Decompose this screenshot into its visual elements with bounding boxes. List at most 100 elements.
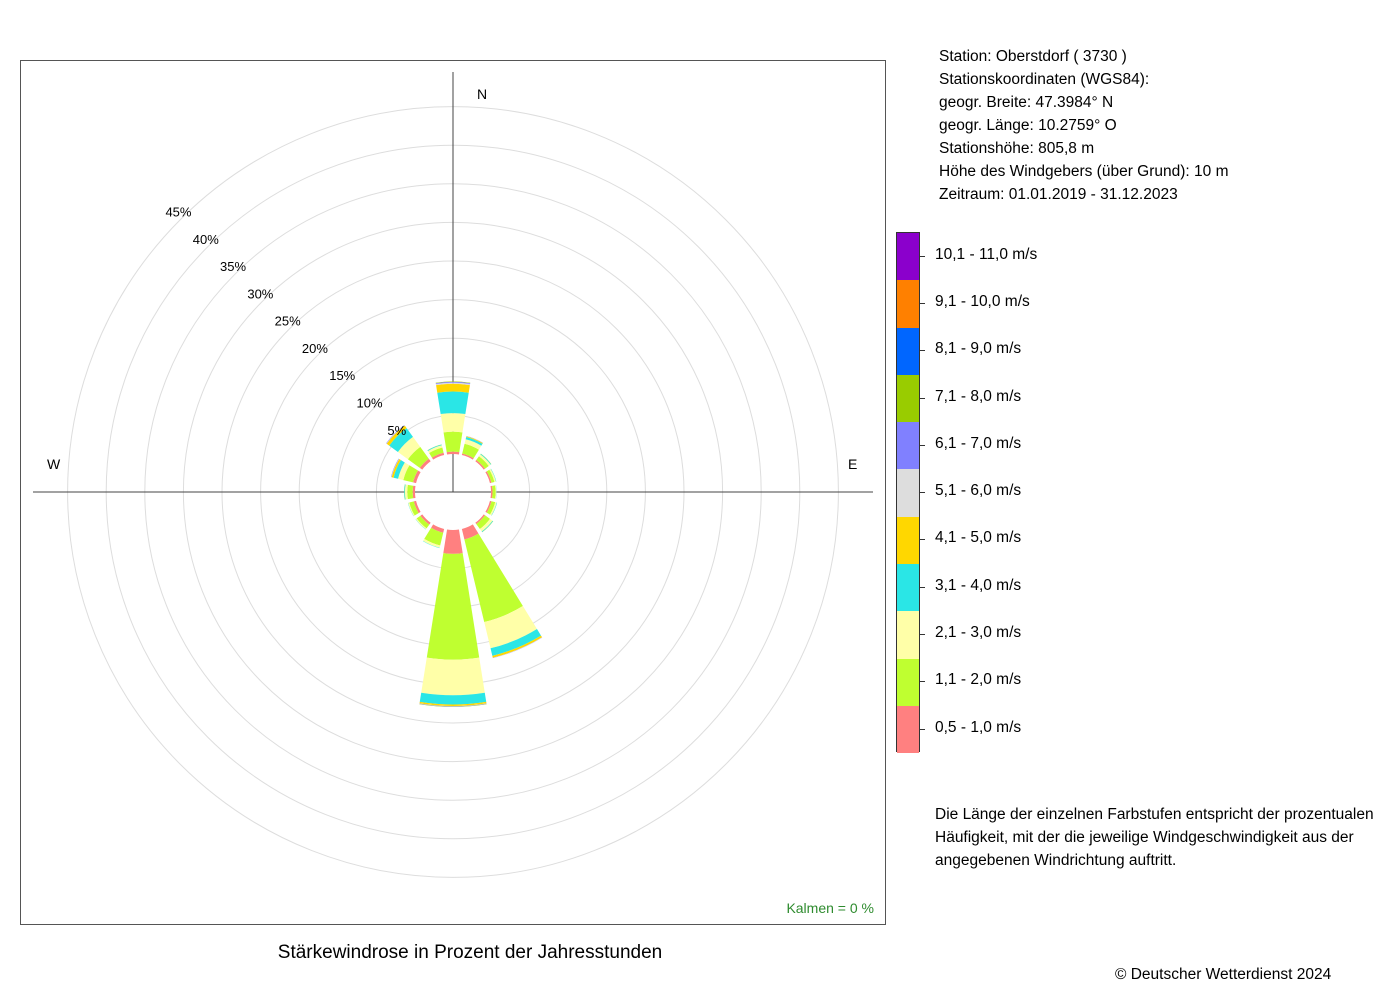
time-period: Zeitraum: 01.01.2019 - 31.12.2023 [939, 186, 1178, 203]
plot-frame [20, 60, 886, 925]
legend-swatch [897, 233, 919, 281]
legend-label: 3,1 - 4,0 m/s [935, 576, 1022, 594]
wind-sector-nne-class-3 [464, 439, 482, 450]
legend-tick [920, 539, 925, 541]
station-latitude: geogr. Breite: 47.3984° N [939, 94, 1114, 111]
wind-sector-w-class-2 [407, 484, 414, 500]
wind-sector-nw-class-5 [386, 425, 407, 446]
legend-swatch [897, 658, 919, 706]
wind-sector-nw-class-4 [389, 428, 413, 452]
wind-sector-nne-class-2 [462, 443, 479, 459]
wind-sector-ne-class-4 [480, 453, 492, 465]
legend-tick [920, 586, 925, 588]
wind-sector-sw-class-2 [416, 515, 430, 529]
wind-sector-ese-class-1 [485, 500, 492, 513]
wind-sector-wnw-class-3 [398, 462, 410, 481]
legend-color-bar [896, 232, 920, 754]
wind-sector-n-class-4 [437, 391, 469, 415]
wind-sector-wnw-class-2 [403, 465, 418, 483]
legend-tick [920, 302, 925, 304]
legend-label: 9,1 - 10,0 m/s [935, 292, 1030, 310]
legend-label: 5,1 - 6,0 m/s [935, 482, 1022, 500]
legend-tick [920, 444, 925, 446]
wind-sector-ene-class-3 [489, 468, 496, 483]
station-info: Station: Oberstdorf ( 3730 ) Stationskoo… [939, 45, 1228, 206]
radial-tick-label: 20% [302, 341, 328, 356]
legend-tick [920, 397, 925, 399]
wind-sector-wsw-class-2 [409, 501, 419, 516]
wind-sector-e-class-4 [495, 485, 497, 499]
wind-sector-sse-class-3 [484, 606, 537, 649]
wind-sector-n-class-1 [446, 451, 460, 455]
wind-sector-s-class-1 [443, 529, 463, 554]
wind-sector-sse-class-5 [492, 635, 543, 658]
wind-sector-wnw-class-5 [391, 459, 401, 478]
wind-sector-nnw-class-4 [427, 444, 442, 452]
wind-sector-ssw-class-3 [423, 538, 441, 548]
wind-sector-ne-class-1 [475, 460, 485, 470]
radial-tick-label: 5% [387, 423, 406, 438]
legend-tick [920, 350, 925, 352]
wind-rose-chart: 5% 10%15%20%25%30%35%40%45% N E W Kalmen … [33, 72, 874, 916]
legend-swatch [897, 280, 919, 328]
legend-label: 1,1 - 2,0 m/s [935, 671, 1022, 689]
wind-sector-ene-class-2 [486, 469, 495, 483]
wind-sector-sse-class-1 [461, 524, 479, 540]
station-coordinates-heading: Stationskoordinaten (WGS84): [939, 71, 1150, 88]
copyright: © Deutscher Wetterdienst 2024 [1115, 966, 1332, 983]
wind-sector-wsw-class-3 [408, 502, 415, 517]
wind-sector-ene-class-4 [490, 468, 497, 482]
wind-sector-wnw-class-4 [393, 460, 405, 479]
wind-sector-nne-class-4 [465, 437, 483, 446]
legend-tick [920, 681, 925, 683]
radial-tick-label: 35% [220, 259, 246, 274]
wind-sector-sse-class-2 [464, 533, 523, 623]
wind-sector-ssw-class-2 [424, 527, 444, 546]
wind-sector-ene-class-1 [485, 471, 492, 484]
wind-sector-n-class-3 [440, 413, 466, 433]
wind-sector-s-class-6 [419, 703, 487, 707]
wind-sector-wnw-class-1 [413, 470, 421, 484]
legend-tick [920, 728, 925, 730]
station-name: Station: Oberstdorf ( 3730 ) [939, 48, 1127, 65]
wind-sector-s-class-5 [419, 701, 487, 707]
wind-sector-nnw-class-2 [429, 447, 444, 458]
radial-tick-label: 25% [275, 314, 301, 329]
chart-title: Stärkewindrose in Prozent der Jahresstun… [277, 942, 663, 963]
radial-tick-label: 10% [357, 396, 383, 411]
wind-sector-nw-class-1 [419, 458, 431, 470]
wind-sector-ne-class-3 [478, 454, 491, 467]
wind-sector-e-class-3 [495, 485, 497, 499]
wind-sector-wsw-class-1 [413, 500, 421, 514]
wind-sector-ese-class-4 [491, 502, 498, 516]
legend-swatch [897, 374, 919, 423]
wind-sector-w-class-5 [404, 484, 405, 500]
wind-sector-w-class-1 [412, 485, 416, 499]
wind-sector-ese-class-3 [490, 502, 497, 516]
legend-label: 8,1 - 9,0 m/s [935, 340, 1022, 358]
legend-tick [920, 492, 925, 494]
legend-label: 4,1 - 5,0 m/s [935, 529, 1022, 547]
legend-swatch [897, 564, 919, 612]
wind-sector-n-class-5 [436, 383, 470, 393]
wind-sector-e-class-2 [492, 485, 496, 499]
wind-sector-nne-class-1 [461, 453, 474, 460]
wind-sector-wnw-class-6 [391, 458, 400, 478]
legend-label: 2,1 - 3,0 m/s [935, 624, 1022, 642]
wind-sector-ssw-class-1 [431, 524, 445, 533]
wind-sector-nnw-class-1 [431, 452, 445, 460]
direction-label-north: N [477, 86, 487, 102]
legend-label: 0,5 - 1,0 m/s [935, 718, 1022, 736]
legend-swatch [897, 705, 919, 754]
legend-tick [920, 255, 925, 257]
wind-sector-sse-class-4 [490, 629, 542, 656]
wind-sector-n-class-8 [435, 381, 471, 384]
radial-tick-label: 45% [165, 204, 191, 219]
legend-swatch [897, 327, 919, 375]
wind-sector-nne-class-5 [466, 436, 483, 444]
calms-label: Kalmen = 0 % [786, 900, 874, 916]
explanation-note: Die Länge der einzelnen Farbstufen entsp… [935, 806, 1374, 869]
legend-swatch [897, 516, 919, 565]
wind-sector-ne-class-2 [476, 456, 489, 469]
wind-sector-s-class-4 [419, 692, 487, 705]
